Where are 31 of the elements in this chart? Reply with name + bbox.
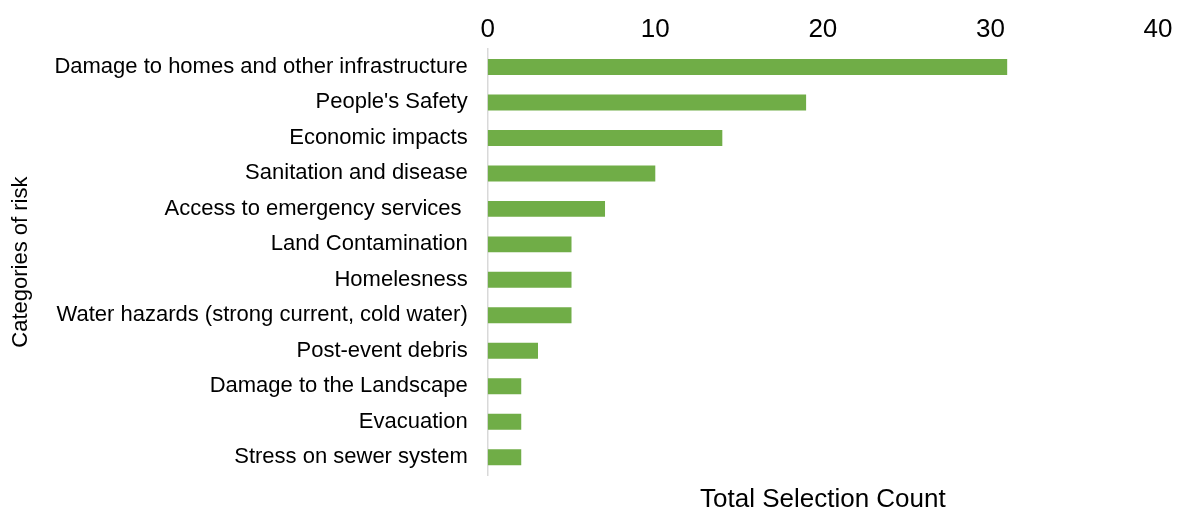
bar (487, 271, 572, 288)
y-tick-label: Land Contamination (270, 230, 468, 256)
y-tick-label: Sanitation and disease (245, 159, 468, 185)
y-tick-label: Access to emergency services (164, 194, 468, 220)
bar (487, 200, 606, 217)
y-tick-label: Water hazards (strong current, cold water) (56, 301, 468, 327)
bar (487, 165, 656, 182)
bar (487, 342, 538, 359)
bar (487, 378, 522, 395)
x-tick-label: 40 (1143, 12, 1173, 43)
y-tick-label: Post-event debris (296, 336, 468, 362)
x-axis-title: Total Selection Count (700, 483, 947, 514)
y-tick-label: Damage to homes and other infrastructure (54, 53, 468, 78)
bar (487, 94, 807, 111)
bar (487, 236, 572, 253)
bar (487, 307, 572, 324)
bar (487, 449, 522, 466)
y-tick-label: Damage to the Landscape (209, 372, 468, 398)
bar (487, 58, 1008, 75)
y-tick-label: Economic impacts (289, 123, 468, 149)
y-tick-label: Homelesness (334, 265, 468, 291)
x-tick-label: 0 (480, 12, 495, 43)
bar (487, 413, 522, 430)
x-tick-label: 30 (975, 12, 1005, 43)
y-tick-label: Evacuation (358, 407, 468, 433)
y-axis-title: Categories of risk (7, 175, 33, 348)
x-tick-label: 20 (808, 12, 838, 43)
bar (487, 129, 723, 146)
y-tick-label: People's Safety (315, 88, 468, 114)
y-tick-label: Stress on sewer system (234, 443, 468, 469)
x-tick-label: 10 (640, 12, 670, 43)
